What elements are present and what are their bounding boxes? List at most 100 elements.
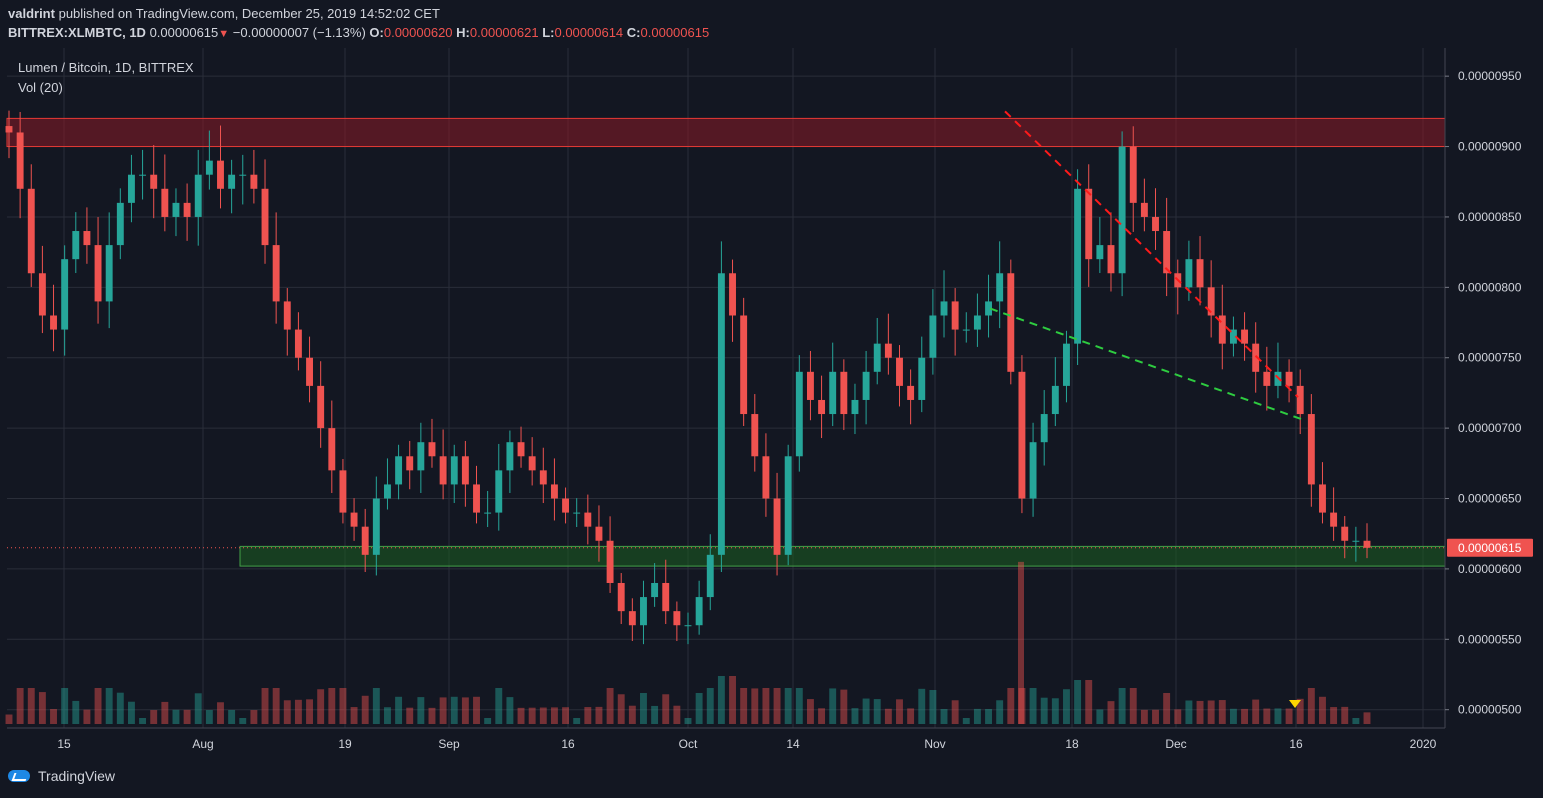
candle-body — [729, 273, 736, 316]
volume-bar — [740, 688, 748, 724]
candle-body — [907, 385, 915, 400]
candle-body — [973, 315, 981, 330]
volume-bar — [450, 696, 458, 724]
volume-bar — [439, 697, 447, 724]
chart-title: Lumen / Bitcoin, 1D, BITTREX — [18, 60, 194, 75]
volume-bar — [717, 676, 725, 724]
low-value: 0.00000614 — [554, 25, 624, 40]
candle-body — [217, 160, 224, 189]
volume-bar — [1040, 697, 1048, 724]
volume-bar — [150, 710, 158, 724]
candle-body — [27, 188, 35, 274]
volume-bar — [384, 707, 391, 724]
candle-body — [985, 301, 992, 316]
volume-bar — [573, 718, 581, 724]
candle-body — [161, 188, 169, 217]
candle-body — [1074, 188, 1082, 344]
candle-body — [205, 160, 213, 175]
candle-body — [751, 414, 759, 457]
x-tick-label: Nov — [924, 737, 945, 751]
candle-body — [1241, 329, 1249, 344]
volume-bar — [116, 692, 124, 724]
candle-body — [127, 174, 135, 203]
x-tick-label: 15 — [57, 737, 71, 751]
candle-body — [806, 371, 814, 400]
volume-bar — [640, 693, 647, 724]
symbol-label[interactable]: BITTREX:XLMBTC, 1D — [8, 25, 146, 40]
volume-bar — [5, 714, 13, 724]
candle-body — [517, 442, 525, 457]
volume-bar — [539, 707, 547, 724]
candle-body — [1107, 245, 1115, 274]
volume-bar — [985, 709, 992, 724]
author-name[interactable]: valdrint — [8, 6, 55, 21]
y-tick-label: 0.00000850 — [1458, 210, 1522, 224]
time-axis[interactable]: 15 Aug 19 Sep 16 Oct 14 Nov 18 Dec 16 2020 — [57, 737, 1436, 751]
volume-indicator-label: Vol (20) — [18, 80, 63, 95]
candle-body — [1051, 385, 1059, 415]
x-tick-label: 2020 — [1410, 737, 1437, 751]
candle-body — [439, 456, 447, 485]
volume-bar — [461, 697, 469, 724]
volume-bar — [907, 708, 915, 724]
candle-body — [395, 456, 403, 485]
volume-bar — [1163, 693, 1171, 724]
candle-body — [1252, 343, 1260, 372]
candle-body — [261, 188, 269, 246]
candle-body — [573, 512, 581, 514]
candle-body — [1063, 343, 1070, 386]
tradingview-logo-icon[interactable] — [8, 768, 32, 784]
high-label: H: — [456, 25, 470, 40]
price-chart[interactable]: 0.00000950 0.00000900 0.00000850 0.00000800… — [0, 48, 1543, 758]
published-text: published on TradingView.com, December 2… — [58, 6, 440, 21]
candle-body — [684, 625, 692, 627]
volume-bar — [840, 689, 848, 724]
candle-body — [339, 470, 347, 513]
candle-body — [1040, 414, 1048, 443]
volume-bar — [61, 688, 69, 724]
volume-bar — [918, 688, 926, 724]
volume-bar — [395, 696, 403, 724]
x-tick-label: Oct — [679, 737, 698, 751]
volume-bar — [806, 699, 814, 724]
volume-bar — [729, 676, 736, 724]
x-tick-label: Sep — [438, 737, 460, 751]
volume-bar — [350, 707, 358, 724]
candle-body — [651, 582, 659, 598]
volume-bar — [1152, 709, 1159, 724]
candle-body — [740, 315, 748, 415]
candle-body — [706, 554, 714, 598]
close-label: C: — [626, 25, 641, 40]
last-price-text: 0.00000615 — [149, 25, 219, 40]
support-zone — [239, 545, 1446, 567]
volume-bar — [94, 688, 102, 724]
volume-bar — [1229, 708, 1237, 724]
volume-bar — [962, 718, 970, 724]
volume-bar — [1330, 707, 1338, 724]
plot-area[interactable] — [7, 48, 1445, 728]
x-tick-label: Dec — [1165, 737, 1186, 751]
volume-bar — [751, 688, 759, 724]
candle-body — [1152, 216, 1159, 232]
volume-bar — [194, 693, 202, 724]
zones-layer — [6, 117, 1446, 567]
brand-name[interactable]: TradingView — [38, 768, 116, 784]
footer: TradingView — [8, 768, 115, 784]
candle-body — [317, 385, 325, 429]
candle-body — [1352, 540, 1360, 542]
candle-body — [962, 329, 970, 331]
candle-body — [1140, 202, 1148, 217]
y-tick-label: 0.00000550 — [1458, 632, 1522, 646]
candle-body — [183, 202, 191, 217]
volume-bar — [762, 688, 770, 724]
volume-bar — [473, 696, 480, 724]
candle-body — [61, 259, 69, 330]
volume-bar — [317, 689, 325, 724]
volume-bar — [929, 690, 937, 724]
last-price-badge — [1447, 538, 1533, 557]
volume-bar — [1096, 709, 1104, 724]
candle-body — [640, 597, 647, 626]
candle-body — [929, 315, 937, 358]
candle-body — [784, 456, 792, 555]
price-axis[interactable]: 0.00000950 0.00000900 0.00000850 0.00000800… — [1445, 69, 1522, 717]
